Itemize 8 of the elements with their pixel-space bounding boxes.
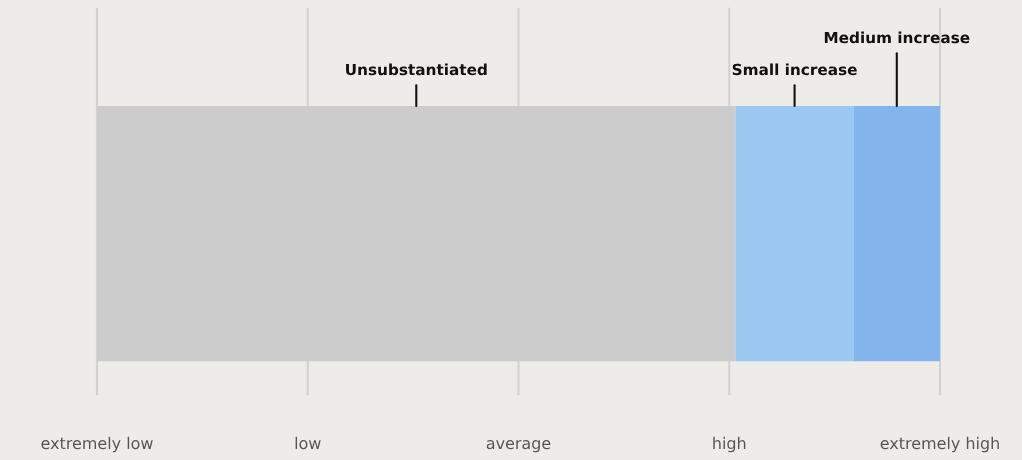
text: Unsubstantiated bbox=[346, 63, 487, 76]
text: high bbox=[713, 436, 746, 453]
text: average bbox=[486, 440, 551, 453]
text: extremely high bbox=[880, 436, 999, 453]
text: Small increase bbox=[732, 63, 857, 76]
text: extremely low bbox=[41, 436, 153, 453]
text: low bbox=[295, 436, 321, 450]
text: Medium increase bbox=[824, 31, 970, 44]
